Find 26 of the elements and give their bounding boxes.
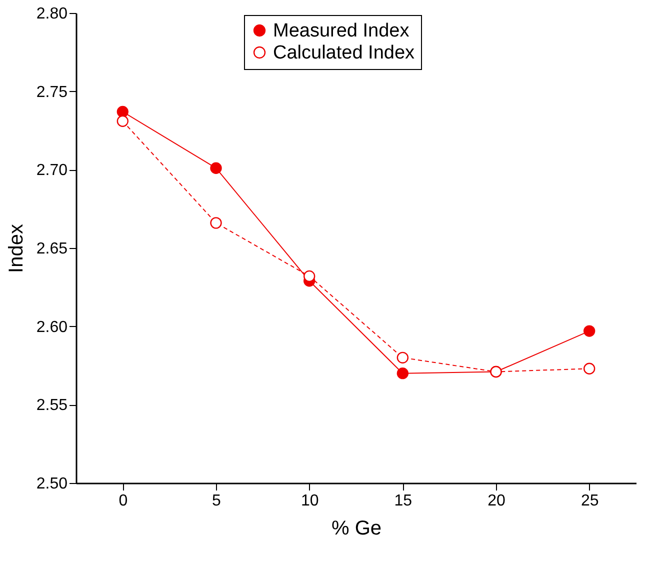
x-tick-label: 0: [118, 492, 128, 510]
x-tick-label: 20: [488, 492, 506, 510]
point: [396, 368, 409, 380]
x-tick-label: 10: [300, 492, 319, 510]
point: [116, 106, 129, 118]
point: [583, 325, 596, 337]
x-tick-label: 5: [212, 492, 222, 510]
legend-label: Measured Index: [273, 20, 410, 42]
legend-label: Calculated Index: [273, 42, 416, 64]
point: [303, 270, 316, 282]
y-tick-label: 2.75: [36, 84, 68, 101]
point: [583, 362, 596, 374]
point: [210, 162, 222, 174]
y-tick-label: 2.80: [36, 6, 68, 22]
y-axis-title: Index: [5, 224, 28, 273]
point: [396, 352, 409, 364]
point: [116, 115, 129, 127]
y-tick-label: 2.70: [36, 162, 68, 180]
y-tick-label: 2.60: [36, 318, 68, 336]
x-axis-title: % Ge: [331, 518, 382, 540]
x-tick-label: 15: [394, 492, 412, 510]
y-tick-label: 2.55: [36, 397, 68, 414]
y-tick-label: 2.65: [36, 240, 68, 258]
y-tick-label: 2.50: [36, 476, 68, 492]
x-tick-label: 25: [580, 492, 599, 510]
point: [210, 217, 222, 229]
